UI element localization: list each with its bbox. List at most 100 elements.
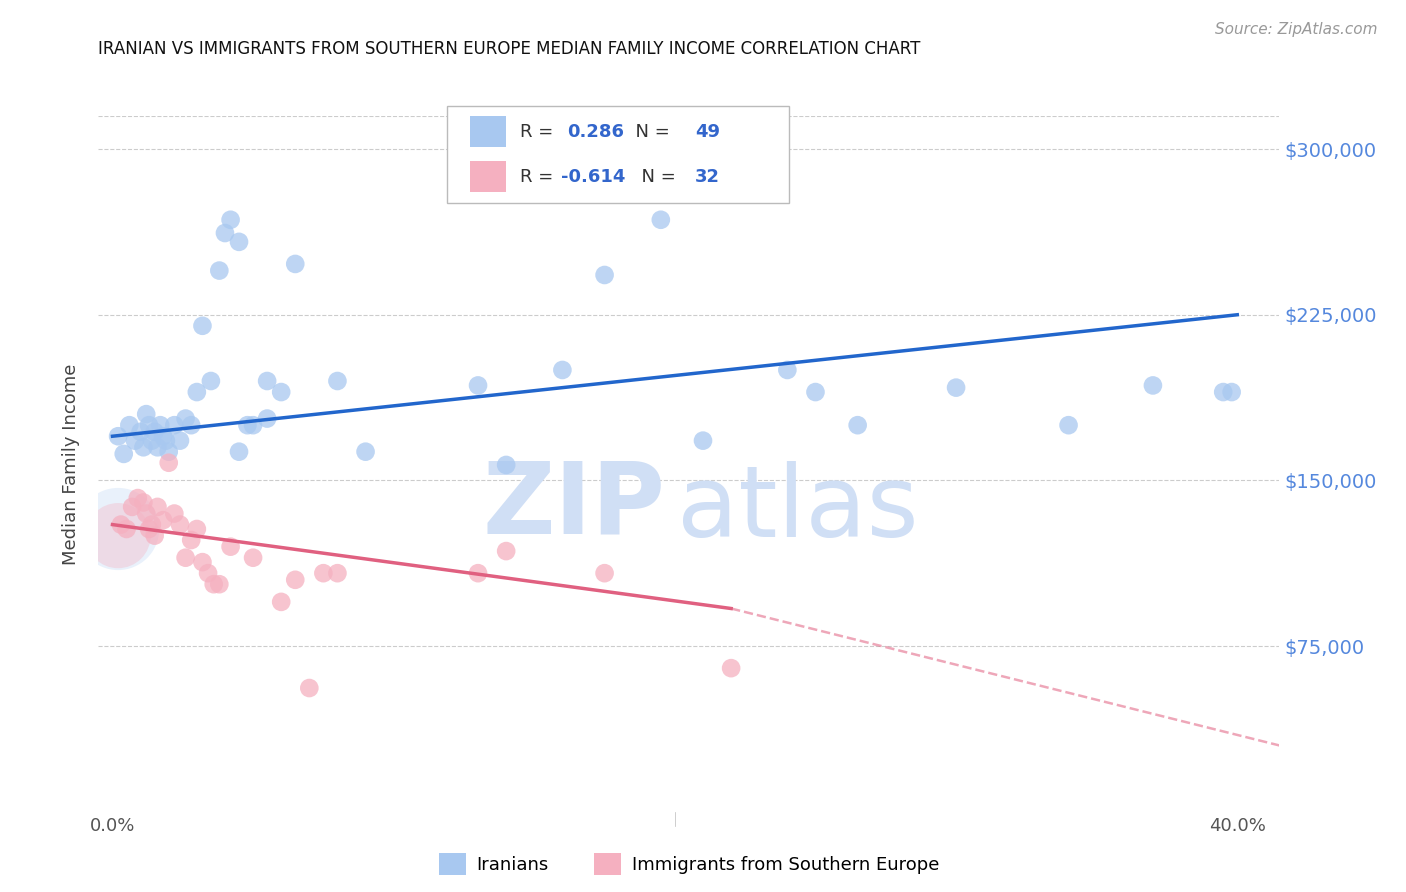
Text: R =: R =: [520, 168, 560, 186]
Point: [129, 425, 152, 439]
Point: [112, 447, 135, 461]
Text: R =: R =: [520, 122, 560, 141]
Point: [174, 411, 197, 425]
Point: [208, 577, 231, 591]
Point: [107, 522, 129, 536]
FancyBboxPatch shape: [471, 161, 506, 193]
Point: [143, 528, 166, 542]
Text: N =: N =: [624, 122, 675, 141]
Point: [200, 374, 222, 388]
Point: [157, 444, 180, 458]
Point: [326, 374, 349, 388]
Point: [1212, 385, 1234, 400]
Point: [312, 566, 335, 581]
Point: [242, 550, 264, 565]
Point: [157, 456, 180, 470]
Point: [107, 528, 129, 542]
Point: [551, 363, 574, 377]
Point: [180, 418, 202, 433]
Text: ZIP: ZIP: [482, 457, 665, 554]
Point: [236, 418, 259, 433]
Point: [191, 318, 214, 333]
Point: [138, 418, 160, 433]
Point: [650, 212, 672, 227]
Point: [1057, 418, 1080, 433]
Point: [135, 507, 157, 521]
Point: [846, 418, 869, 433]
Point: [135, 407, 157, 421]
Point: [146, 500, 169, 514]
Point: [152, 513, 174, 527]
Point: [945, 381, 967, 395]
Point: [692, 434, 714, 448]
Text: N =: N =: [630, 168, 682, 186]
Point: [228, 235, 250, 249]
Point: [256, 411, 278, 425]
Point: [115, 522, 138, 536]
Point: [118, 418, 141, 433]
Point: [208, 263, 231, 277]
Point: [219, 212, 242, 227]
Y-axis label: Median Family Income: Median Family Income: [62, 363, 80, 565]
Point: [141, 434, 163, 448]
Point: [270, 595, 292, 609]
Point: [186, 522, 208, 536]
Point: [169, 517, 191, 532]
Point: [132, 495, 155, 509]
Point: [270, 385, 292, 400]
Point: [720, 661, 742, 675]
Point: [127, 491, 149, 505]
Point: [495, 544, 517, 558]
Point: [124, 434, 146, 448]
Point: [180, 533, 202, 547]
FancyBboxPatch shape: [471, 116, 506, 147]
Point: [326, 566, 349, 581]
Point: [1220, 385, 1243, 400]
Point: [163, 507, 186, 521]
Point: [219, 540, 242, 554]
Text: Source: ZipAtlas.com: Source: ZipAtlas.com: [1215, 22, 1378, 37]
Point: [186, 385, 208, 400]
Point: [169, 434, 191, 448]
Point: [149, 418, 172, 433]
Point: [495, 458, 517, 472]
Point: [467, 378, 489, 392]
Point: [242, 418, 264, 433]
Point: [284, 573, 307, 587]
Point: [804, 385, 827, 400]
Point: [776, 363, 799, 377]
Text: IRANIAN VS IMMIGRANTS FROM SOUTHERN EUROPE MEDIAN FAMILY INCOME CORRELATION CHAR: IRANIAN VS IMMIGRANTS FROM SOUTHERN EURO…: [98, 40, 921, 58]
Point: [146, 440, 169, 454]
Text: 49: 49: [695, 122, 720, 141]
Point: [132, 440, 155, 454]
Point: [284, 257, 307, 271]
Point: [121, 500, 143, 514]
Text: 32: 32: [695, 168, 720, 186]
Point: [298, 681, 321, 695]
Point: [143, 425, 166, 439]
Point: [107, 429, 129, 443]
Point: [202, 577, 225, 591]
Point: [593, 566, 616, 581]
Point: [152, 429, 174, 443]
Point: [141, 517, 163, 532]
Point: [138, 522, 160, 536]
Point: [155, 434, 177, 448]
Text: 0.286: 0.286: [567, 122, 624, 141]
Point: [256, 374, 278, 388]
Point: [467, 566, 489, 581]
Point: [110, 517, 132, 532]
Legend: Iranians, Immigrants from Southern Europe: Iranians, Immigrants from Southern Europ…: [432, 847, 946, 883]
Text: atlas: atlas: [678, 460, 918, 558]
Point: [228, 444, 250, 458]
Point: [593, 268, 616, 282]
Point: [163, 418, 186, 433]
Point: [197, 566, 219, 581]
Point: [191, 555, 214, 569]
FancyBboxPatch shape: [447, 105, 789, 203]
Point: [1142, 378, 1164, 392]
Point: [214, 226, 236, 240]
Text: -0.614: -0.614: [561, 168, 626, 186]
Point: [174, 550, 197, 565]
Point: [354, 444, 377, 458]
